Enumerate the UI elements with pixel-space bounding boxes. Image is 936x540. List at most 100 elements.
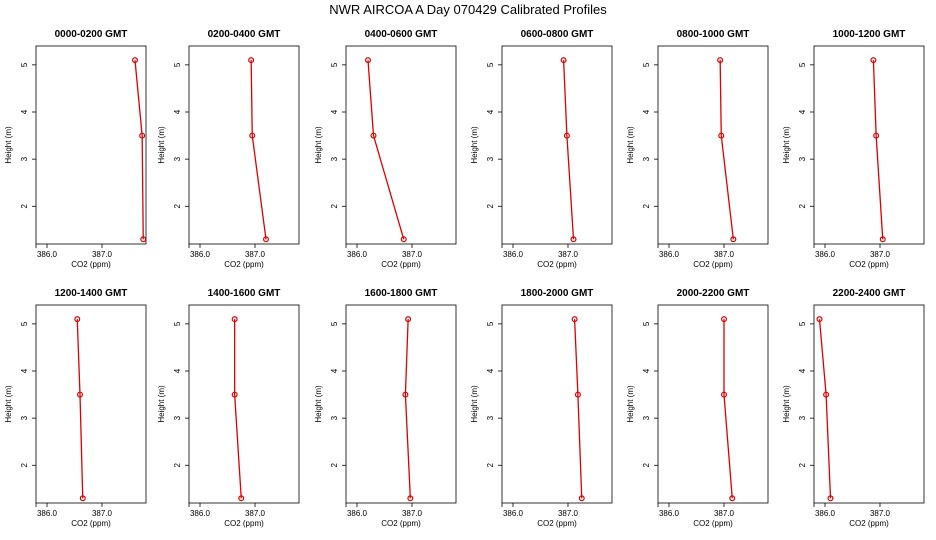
x-tick-label: 387.0 <box>245 250 266 259</box>
x-axis-label: CO2 (ppm) <box>71 519 111 528</box>
x-tick-label: 386.0 <box>347 509 368 518</box>
panel-title: 2000-2200 GMT <box>677 288 750 299</box>
x-tick-label: 386.0 <box>815 250 836 259</box>
plot-frame <box>345 45 457 245</box>
y-tick-label: 3 <box>330 415 339 420</box>
x-tick-label: 387.0 <box>245 509 266 518</box>
x-axis-label: CO2 (ppm) <box>693 519 733 528</box>
x-tick-label: 386.0 <box>659 509 680 518</box>
profile-point <box>717 57 724 64</box>
profile-panel-9: 1800-2000 GMT 386.0 387.0 2 3 4 5 CO2 (ppm) Heig… <box>470 288 613 528</box>
profile-point <box>370 132 377 139</box>
plot-frame <box>345 304 457 504</box>
y-tick-label: 5 <box>486 62 495 67</box>
x-tick-label: 387.0 <box>714 509 735 518</box>
panel-title: 0600-0800 GMT <box>521 29 594 40</box>
panel-title: 0000-0200 GMT <box>55 29 128 40</box>
profile-point <box>571 316 578 323</box>
y-axis-label: Height (m) <box>314 385 323 423</box>
profile-point <box>730 236 737 243</box>
y-tick-label: 2 <box>20 463 29 468</box>
panel-title: 1800-2000 GMT <box>521 288 594 299</box>
profile-point <box>729 495 736 502</box>
profile-point <box>79 495 86 502</box>
plot-frame <box>501 304 613 504</box>
y-axis-label: Height (m) <box>470 126 479 164</box>
y-tick-label: 5 <box>173 62 182 67</box>
profile-point <box>76 391 83 398</box>
panel-title: 2200-2400 GMT <box>833 288 906 299</box>
profile-panel-3: 0600-0800 GMT 386.0 387.0 2 3 4 5 CO2 (ppm) Heig… <box>470 29 613 269</box>
x-axis-label: CO2 (ppm) <box>849 260 889 269</box>
x-tick-label: 386.0 <box>190 509 211 518</box>
chart-main-title: NWR AIRCOA A Day 070429 Calibrated Profi… <box>329 2 607 17</box>
y-tick-label: 5 <box>642 62 651 67</box>
y-tick-label: 2 <box>330 463 339 468</box>
profile-panel-11: 2200-2400 GMT 386.0 387.0 2 3 4 5 CO2 (ppm) Heig… <box>782 288 925 528</box>
profile-point <box>132 57 139 64</box>
profile-point <box>720 391 727 398</box>
plot-frame <box>501 45 613 245</box>
y-tick-label: 3 <box>798 156 807 161</box>
x-tick-label: 387.0 <box>402 509 423 518</box>
profile-line <box>872 60 884 240</box>
x-axis-label: CO2 (ppm) <box>693 260 733 269</box>
profile-point <box>140 236 147 243</box>
profile-point <box>570 236 577 243</box>
x-tick-label: 386.0 <box>659 250 680 259</box>
y-tick-label: 5 <box>20 321 29 326</box>
y-axis-label: Height (m) <box>626 385 635 423</box>
x-tick-label: 386.0 <box>503 250 524 259</box>
x-tick-label: 387.0 <box>92 250 113 259</box>
profile-point <box>263 236 270 243</box>
profile-point <box>365 57 372 64</box>
profile-line <box>723 319 733 499</box>
panel-title: 0800-1000 GMT <box>677 29 750 40</box>
y-tick-label: 3 <box>173 156 182 161</box>
profile-line <box>134 60 144 240</box>
x-tick-label: 386.0 <box>815 509 836 518</box>
profile-panel-5: 1000-1200 GMT 386.0 387.0 2 3 4 5 CO2 (ppm) Heig… <box>782 29 925 269</box>
y-axis-label: Height (m) <box>314 126 323 164</box>
profile-point <box>407 495 414 502</box>
profile-point <box>827 495 834 502</box>
y-tick-label: 4 <box>173 109 182 114</box>
y-tick-label: 5 <box>330 62 339 67</box>
x-tick-label: 386.0 <box>347 250 368 259</box>
profile-point <box>879 236 886 243</box>
profile-panel-10: 2000-2200 GMT 386.0 387.0 2 3 4 5 CO2 (ppm) Heig… <box>626 288 769 528</box>
profile-point <box>823 391 830 398</box>
profile-line <box>233 319 242 499</box>
x-axis-label: CO2 (ppm) <box>381 260 421 269</box>
profile-panel-4: 0800-1000 GMT 386.0 387.0 2 3 4 5 CO2 (ppm) Heig… <box>626 29 769 269</box>
y-tick-label: 4 <box>173 368 182 373</box>
profile-panel-1: 0200-0400 GMT 386.0 387.0 2 3 4 5 CO2 (ppm) Heig… <box>157 29 300 269</box>
y-axis-label: Height (m) <box>157 385 166 423</box>
profile-point <box>231 391 238 398</box>
x-tick-label: 387.0 <box>558 509 579 518</box>
y-tick-label: 4 <box>798 109 807 114</box>
y-tick-label: 2 <box>486 463 495 468</box>
y-tick-label: 2 <box>20 204 29 209</box>
plot-frame <box>188 304 300 504</box>
profile-panel-6: 1200-1400 GMT 386.0 387.0 2 3 4 5 CO2 (ppm) Heig… <box>4 288 147 528</box>
y-axis-label: Height (m) <box>470 385 479 423</box>
y-tick-label: 3 <box>486 415 495 420</box>
panel-title: 1600-1800 GMT <box>365 288 438 299</box>
x-tick-label: 386.0 <box>190 250 211 259</box>
profile-point <box>560 57 567 64</box>
plot-frame <box>813 304 925 504</box>
plot-frame <box>657 45 769 245</box>
panel-title: 0200-0400 GMT <box>208 29 281 40</box>
x-tick-label: 387.0 <box>870 509 891 518</box>
profile-line <box>367 60 405 240</box>
profile-point <box>873 132 880 139</box>
y-tick-label: 4 <box>642 109 651 114</box>
panel-title: 0400-0600 GMT <box>365 29 438 40</box>
y-tick-label: 3 <box>173 415 182 420</box>
y-tick-label: 2 <box>486 204 495 209</box>
profile-line <box>404 319 411 499</box>
plot-frame <box>188 45 300 245</box>
